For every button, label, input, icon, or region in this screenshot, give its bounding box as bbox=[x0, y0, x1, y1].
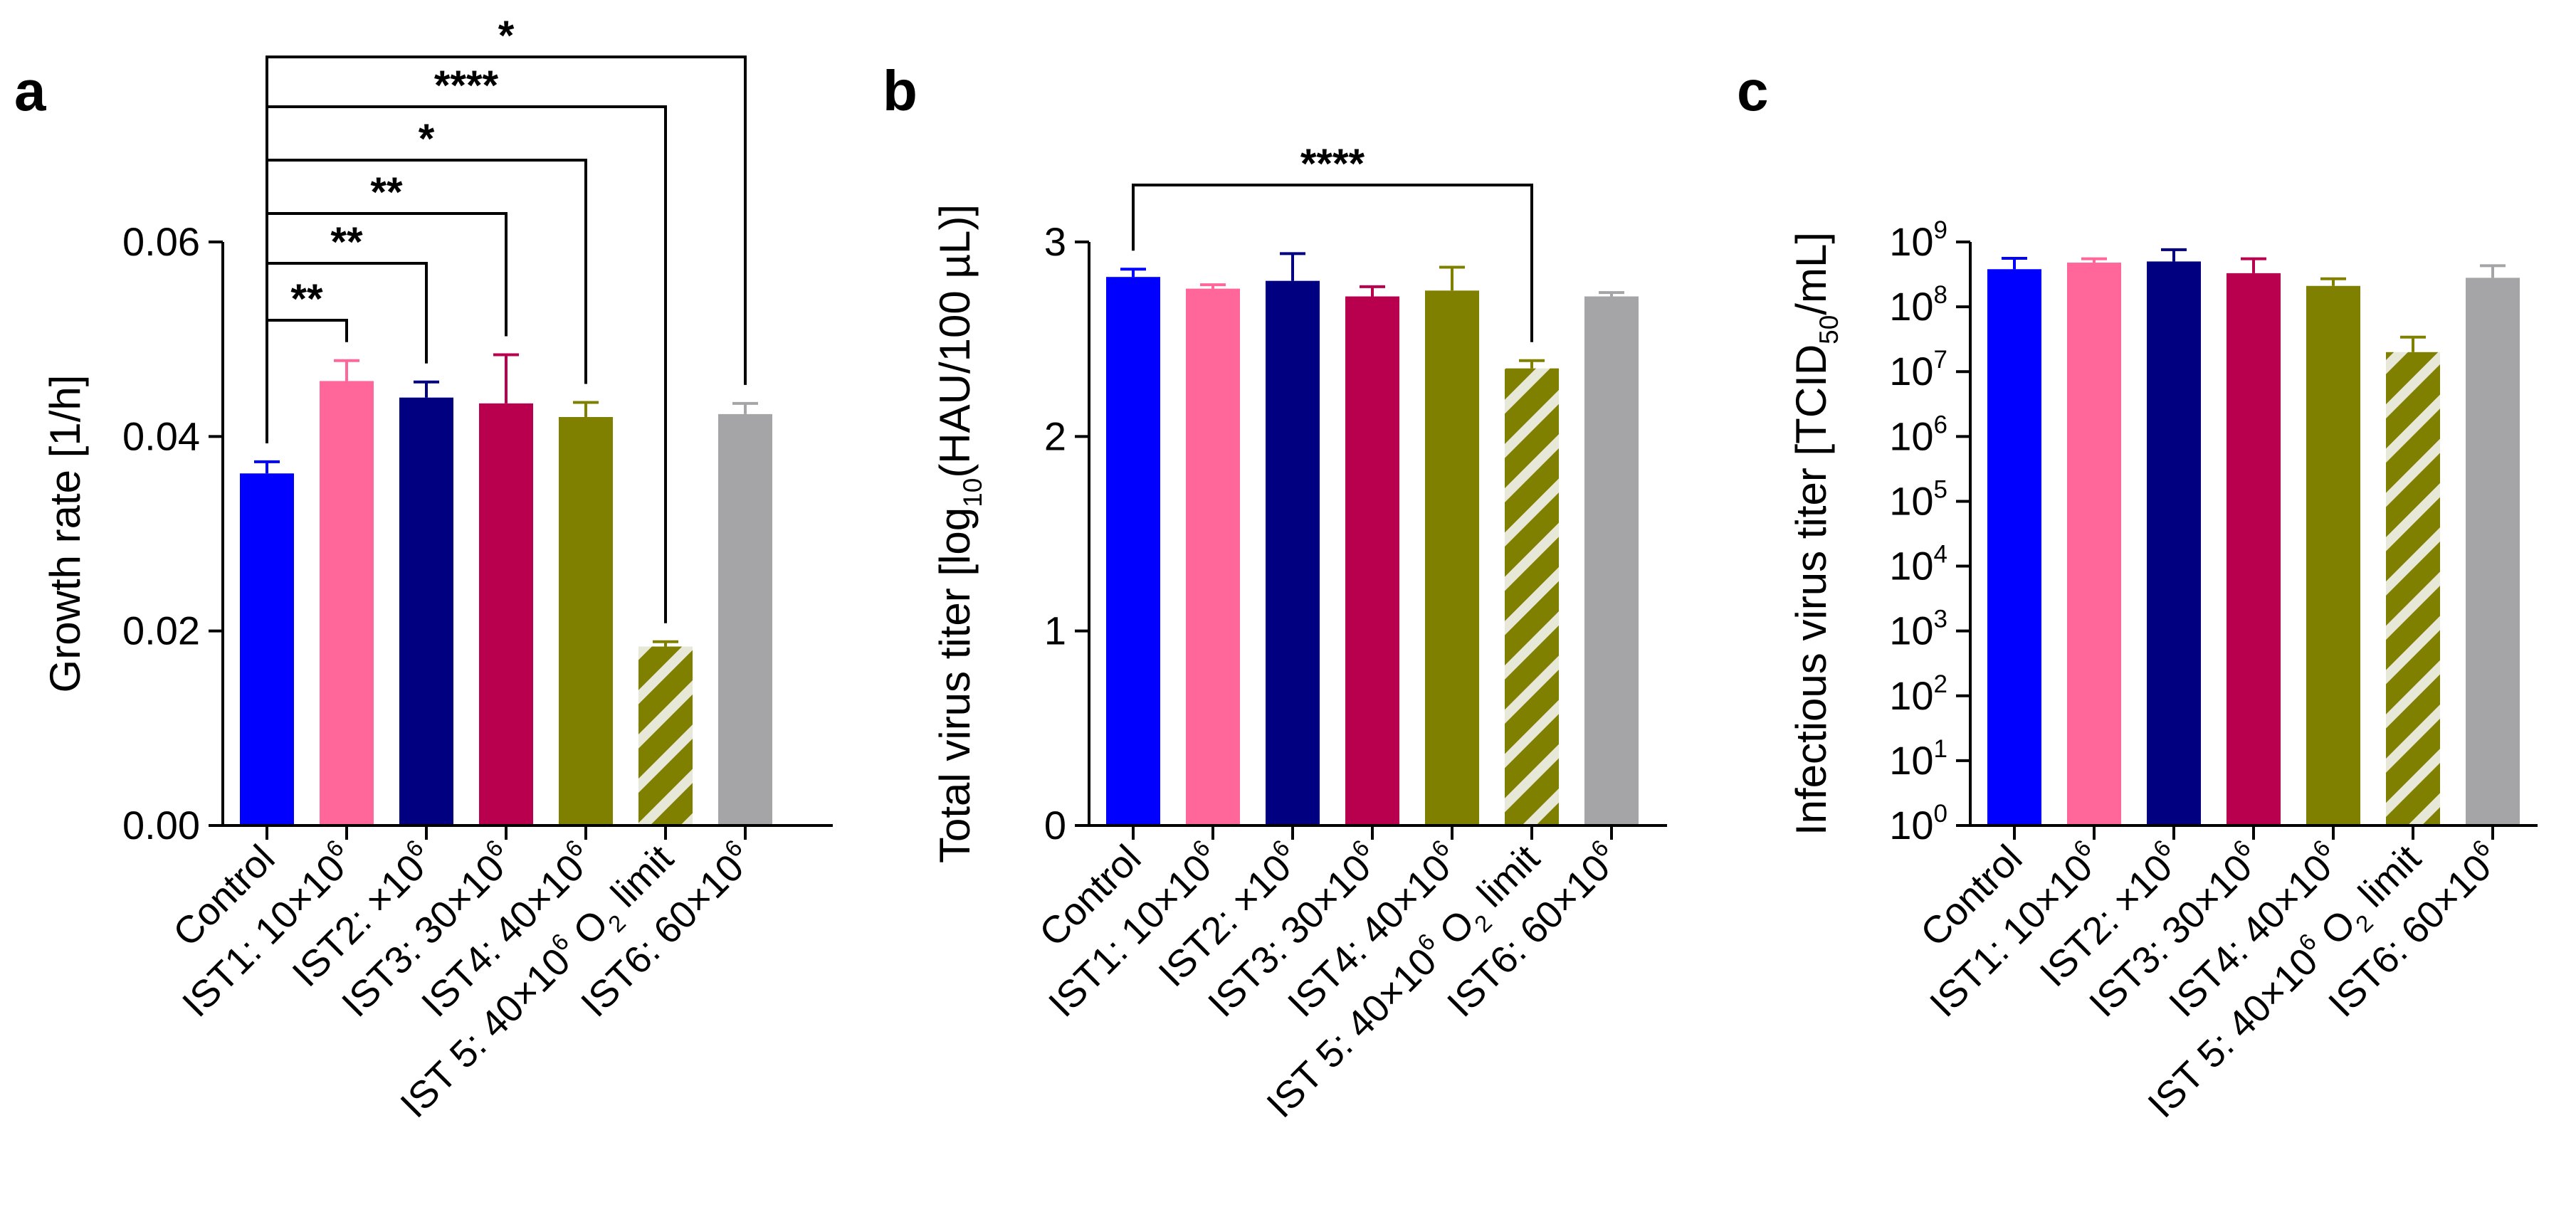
significance-bracket-a-2 bbox=[266, 212, 508, 443]
bar-c-4 bbox=[2306, 285, 2360, 825]
y-tick-label-b-2: 2 bbox=[1044, 413, 1066, 458]
bar-c-5 bbox=[2386, 352, 2440, 825]
y-tick-label-c-0: 100​ bbox=[1889, 800, 1947, 848]
bar-b-6 bbox=[1584, 296, 1639, 825]
bar-b-5 bbox=[1505, 368, 1559, 825]
significance-bracket-b-0 bbox=[1132, 184, 1533, 342]
y-axis-title-b: Total virus titer [log10​(HAU/100 µL)] bbox=[931, 204, 987, 863]
y-tick-label-c-7: 107​ bbox=[1889, 346, 1947, 394]
significance-label-a-2: ** bbox=[370, 169, 403, 216]
bar-b-1 bbox=[1186, 288, 1240, 826]
significance-label-a-5: * bbox=[498, 13, 515, 59]
y-tick-label-c-3: 103​ bbox=[1889, 606, 1947, 653]
y-tick-label-c-4: 104​ bbox=[1889, 541, 1947, 589]
y-tick-label-c-8: 108​ bbox=[1889, 281, 1947, 329]
bar-b-4 bbox=[1425, 290, 1479, 825]
significance-label-b-0: **** bbox=[1300, 141, 1365, 187]
bar-c-0 bbox=[1987, 269, 2041, 825]
bar-b-3 bbox=[1345, 296, 1399, 825]
y-tick-label-c-9: 109​ bbox=[1889, 216, 1947, 264]
y-axis-title-c: Infectious virus titer [TCID50​/mL] bbox=[1787, 232, 1844, 835]
bar-c-3 bbox=[2227, 273, 2281, 825]
bar-a-1 bbox=[320, 381, 374, 825]
bar-b-2 bbox=[1266, 280, 1320, 826]
y-tick-label-c-6: 106​ bbox=[1889, 411, 1947, 458]
y-tick-label-b-0: 0 bbox=[1044, 803, 1066, 848]
significance-label-a-0: ** bbox=[290, 276, 323, 322]
panel-c-infectious-virus-titer-chart: 100​ 101​ 102​ 103​ 104​ 105​ 106​ 107​ 108​ 109​… bbox=[1787, 216, 2538, 1126]
y-tick-label-c-1: 101​ bbox=[1889, 735, 1947, 783]
bar-a-4 bbox=[559, 417, 613, 825]
y-tick-label-a-2: 0.04 bbox=[122, 413, 200, 458]
panel-letter-a: a bbox=[14, 59, 46, 122]
panel-letter-c: c bbox=[1737, 59, 1769, 122]
y-tick-label-b-3: 3 bbox=[1044, 219, 1066, 264]
y-tick-label-c-2: 102​ bbox=[1889, 670, 1947, 718]
y-tick-label-a-1: 0.02 bbox=[122, 608, 200, 653]
bar-a-5 bbox=[638, 646, 693, 825]
y-tick-label-a-3: 0.06 bbox=[122, 219, 200, 264]
y-tick-label-c-5: 105​ bbox=[1889, 475, 1947, 523]
bar-a-0 bbox=[240, 473, 294, 825]
bar-c-2 bbox=[2147, 261, 2201, 825]
bar-a-3 bbox=[479, 403, 533, 825]
bar-c-1 bbox=[2067, 263, 2121, 825]
y-tick-label-a-0: 0.00 bbox=[122, 803, 200, 848]
significance-bracket-a-5 bbox=[266, 56, 747, 443]
significance-label-a-4: **** bbox=[434, 63, 499, 109]
significance-label-a-3: * bbox=[419, 116, 435, 162]
bar-a-2 bbox=[399, 397, 453, 825]
bar-c-6 bbox=[2466, 278, 2520, 825]
significance-label-a-1: ** bbox=[330, 219, 363, 265]
bar-a-6 bbox=[718, 413, 772, 825]
bar-b-0 bbox=[1106, 277, 1160, 825]
y-axis-title-a: Growth rate [1/h] bbox=[41, 375, 89, 693]
panel-letter-b: b bbox=[883, 59, 918, 122]
y-tick-label-b-1: 1 bbox=[1044, 608, 1066, 653]
